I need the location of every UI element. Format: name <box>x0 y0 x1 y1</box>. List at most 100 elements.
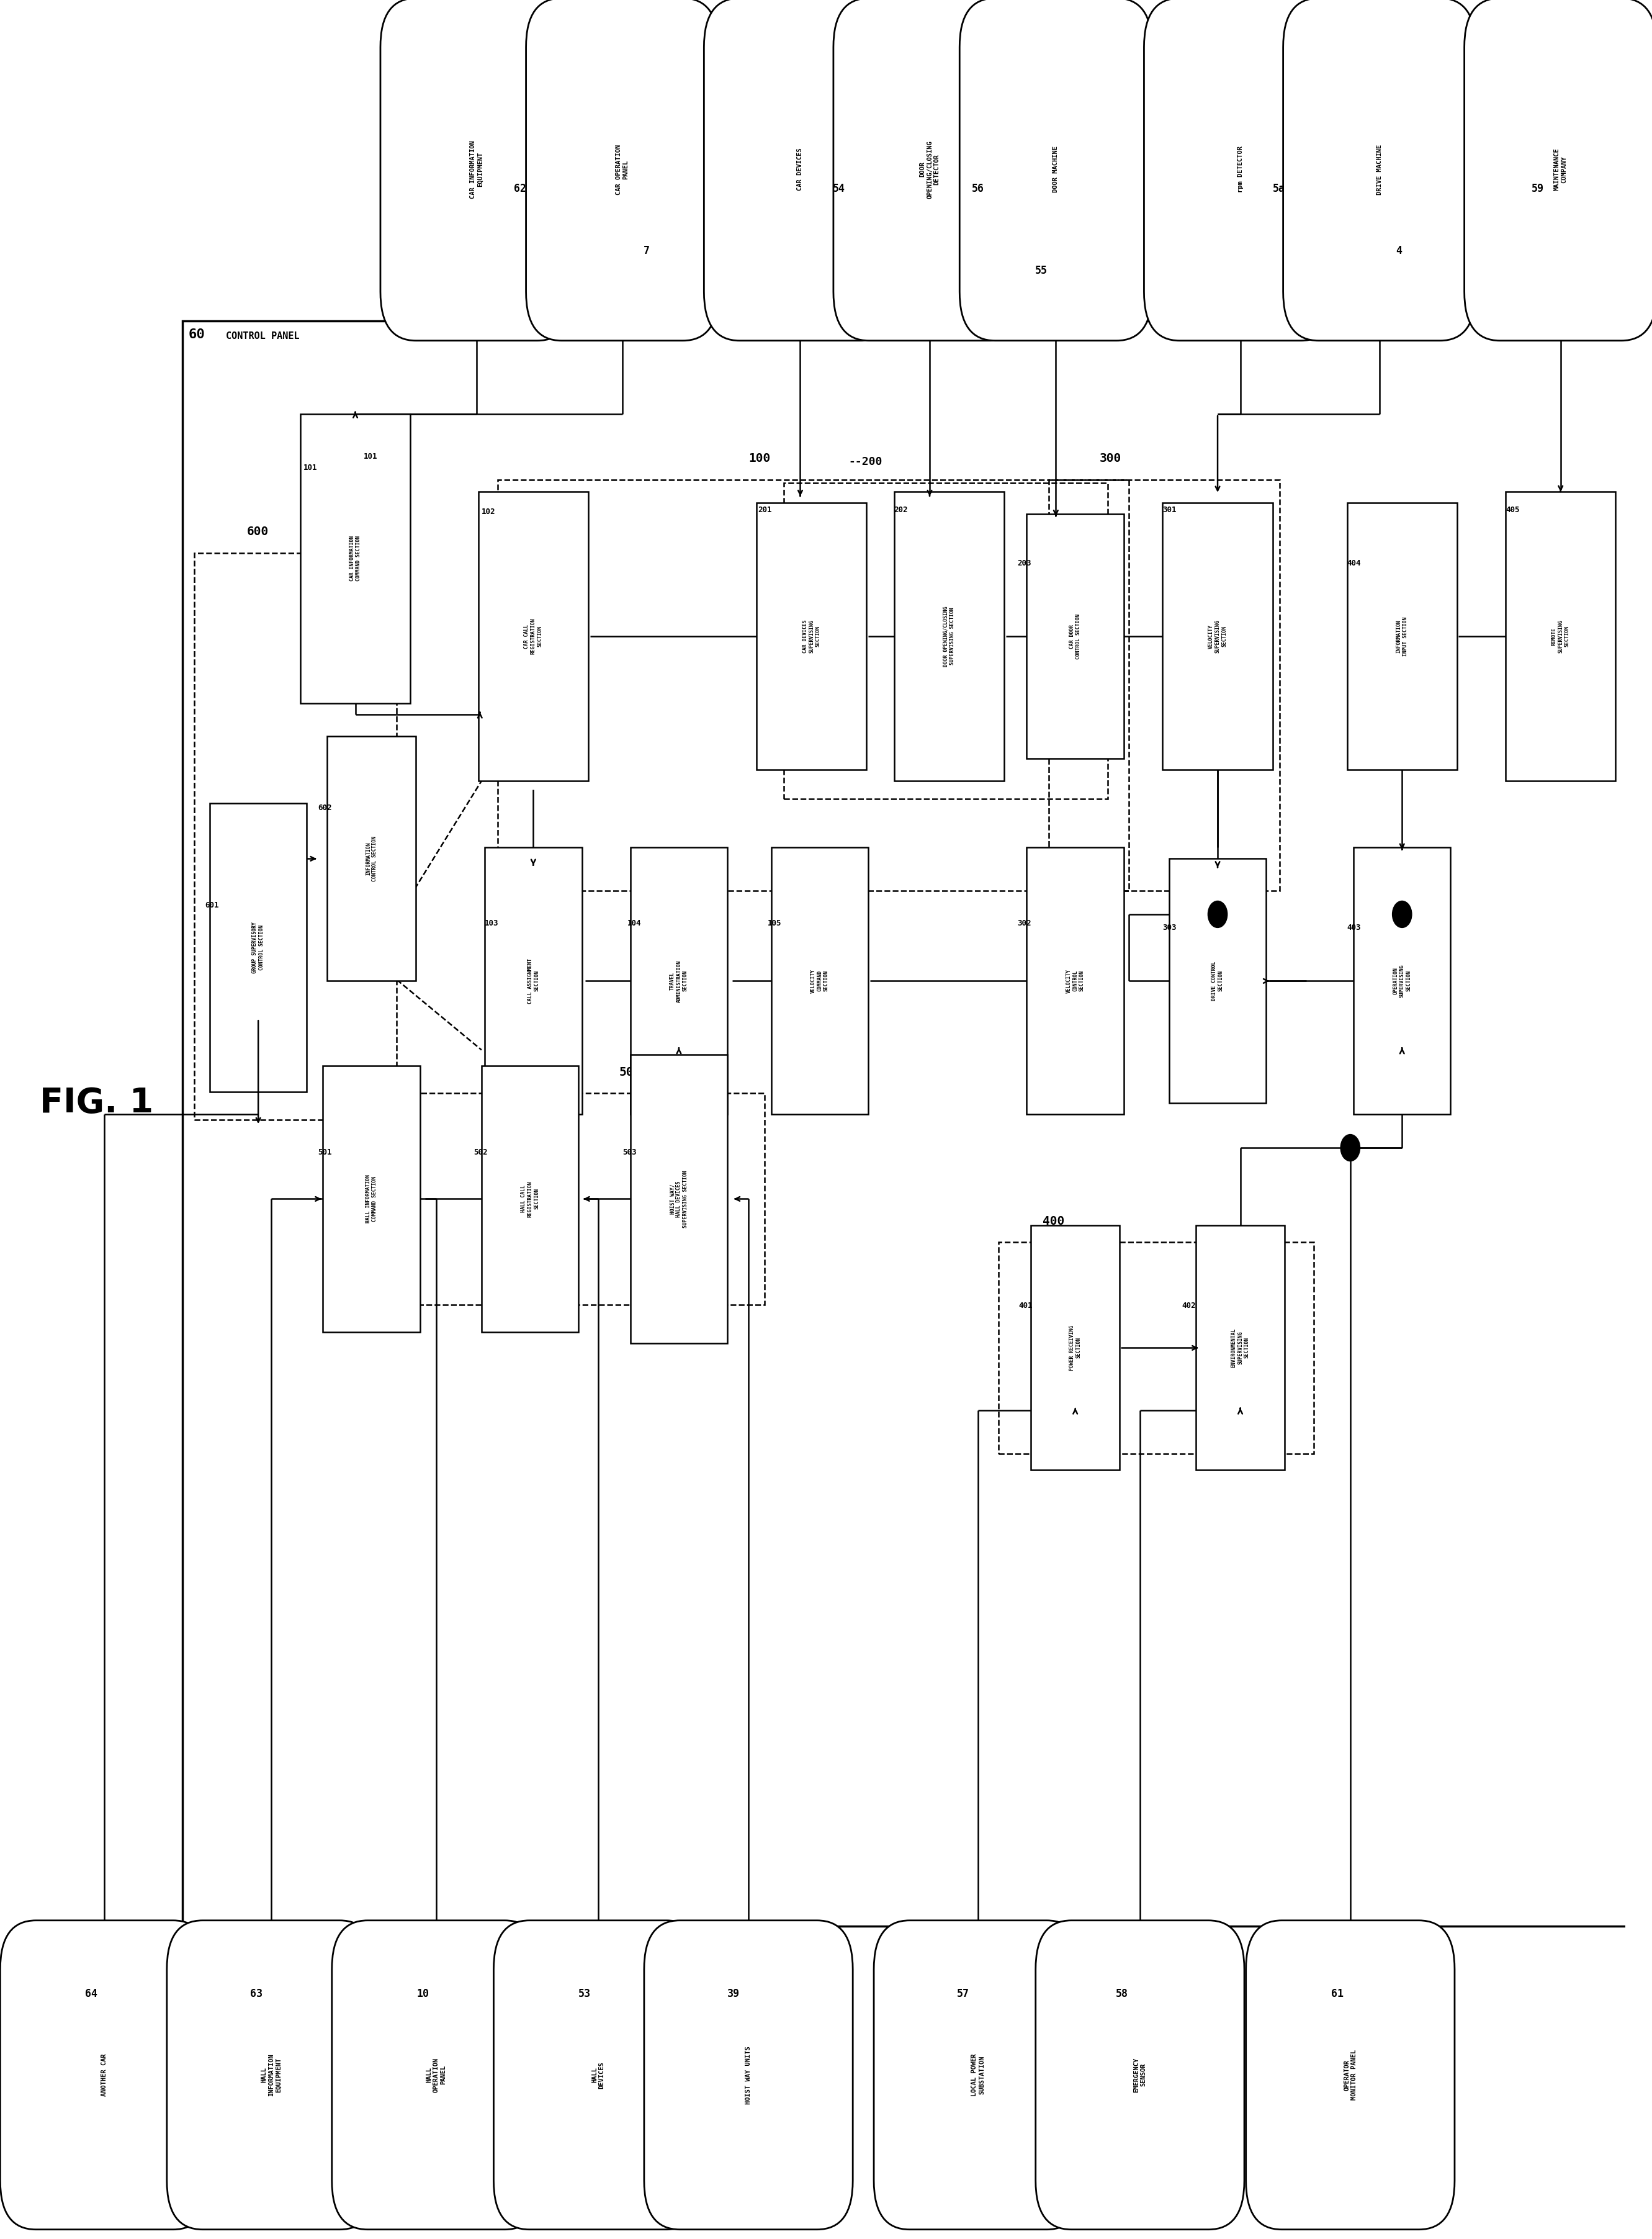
FancyBboxPatch shape <box>874 1921 1082 2230</box>
Text: LOCAL POWER
SUBSTATION: LOCAL POWER SUBSTATION <box>971 2053 985 2096</box>
Text: rpm DETECTOR: rpm DETECTOR <box>1237 146 1244 193</box>
Text: DOOR
OPENING/CLOSING
DETECTOR: DOOR OPENING/CLOSING DETECTOR <box>920 141 940 199</box>
Bar <box>479 493 588 781</box>
Text: 102: 102 <box>481 508 496 515</box>
Bar <box>905 1948 1237 2196</box>
Bar <box>497 479 1128 891</box>
Bar <box>195 553 396 1120</box>
Text: 402: 402 <box>1183 1301 1196 1310</box>
Bar <box>1488 18 1634 307</box>
Circle shape <box>1393 900 1412 927</box>
Text: ENVIRONMENTAL
SUPERVISING
SECTION: ENVIRONMENTAL SUPERVISING SECTION <box>1231 1328 1249 1368</box>
Text: 58: 58 <box>1115 1988 1128 1999</box>
Bar <box>484 849 582 1115</box>
Circle shape <box>1340 1135 1360 1162</box>
Text: HALL
INFORMATION
EQUIPMENT: HALL INFORMATION EQUIPMENT <box>261 2053 281 2096</box>
Text: DRIVE MACHINE: DRIVE MACHINE <box>1376 143 1383 195</box>
Text: 53: 53 <box>578 1988 591 1999</box>
Text: HALL
OPERATION
PANEL: HALL OPERATION PANEL <box>426 2058 446 2093</box>
Text: HOIST WAY/
HALL DEVICES
SUPERVISING SECTION: HOIST WAY/ HALL DEVICES SUPERVISING SECT… <box>669 1171 689 1227</box>
Text: 39: 39 <box>727 1988 740 1999</box>
Text: 300: 300 <box>1100 452 1122 463</box>
FancyBboxPatch shape <box>833 0 1026 340</box>
Text: VELOCITY
COMMAND
SECTION: VELOCITY COMMAND SECTION <box>811 969 829 994</box>
Bar <box>757 504 867 770</box>
Bar <box>1353 849 1450 1115</box>
FancyBboxPatch shape <box>960 0 1151 340</box>
Text: 602: 602 <box>319 804 332 813</box>
Text: 56: 56 <box>971 184 985 195</box>
Text: HALL INFORMATION
COMMAND SECTION: HALL INFORMATION COMMAND SECTION <box>365 1175 378 1222</box>
Bar <box>20 1948 833 2196</box>
FancyBboxPatch shape <box>644 1921 852 2230</box>
Text: HOIST WAY UNITS: HOIST WAY UNITS <box>745 2046 752 2105</box>
Text: 405: 405 <box>1505 506 1520 513</box>
Text: 4: 4 <box>1396 246 1403 257</box>
Text: OPERATOR
MONITOR PANEL: OPERATOR MONITOR PANEL <box>1343 2049 1356 2100</box>
Bar <box>1505 493 1616 781</box>
Bar <box>322 1066 420 1332</box>
Text: --200: --200 <box>849 457 882 468</box>
Circle shape <box>1208 900 1227 927</box>
Text: REMOTE
SUPERVISING
SECTION: REMOTE SUPERVISING SECTION <box>1551 620 1569 654</box>
Text: EMERGENCY
SENSOR: EMERGENCY SENSOR <box>1133 2058 1146 2093</box>
Bar <box>182 320 1634 1926</box>
Text: 7: 7 <box>643 246 649 257</box>
Text: 501: 501 <box>319 1149 332 1155</box>
Bar <box>344 1093 765 1305</box>
Text: TRAVEL
ADMINISTRATION
SECTION: TRAVEL ADMINISTRATION SECTION <box>669 961 689 1003</box>
Text: 502: 502 <box>474 1149 487 1155</box>
Text: 100: 100 <box>748 452 770 463</box>
Bar <box>1346 504 1457 770</box>
Text: 104: 104 <box>628 920 641 927</box>
FancyBboxPatch shape <box>1143 0 1336 340</box>
Bar <box>1026 515 1123 759</box>
Bar <box>771 849 869 1115</box>
Text: 62: 62 <box>514 184 527 195</box>
Text: 403: 403 <box>1346 925 1361 931</box>
Text: 105: 105 <box>768 920 781 927</box>
Text: POWER RECEIVING
SECTION: POWER RECEIVING SECTION <box>1069 1325 1082 1370</box>
Text: INFORMATION
INPUT SECTION: INFORMATION INPUT SECTION <box>1396 616 1408 656</box>
Text: DOOR MACHINE: DOOR MACHINE <box>1052 146 1059 193</box>
Text: OPERATION
SUPERVISING
SECTION: OPERATION SUPERVISING SECTION <box>1393 965 1411 999</box>
Text: 503: 503 <box>623 1149 636 1155</box>
Text: 401: 401 <box>1019 1301 1032 1310</box>
Bar <box>1163 504 1272 770</box>
FancyBboxPatch shape <box>1246 1921 1455 2230</box>
Text: CAR CALL
REGISTRATION
SECTION: CAR CALL REGISTRATION SECTION <box>524 618 542 654</box>
Text: 601: 601 <box>205 902 218 909</box>
FancyBboxPatch shape <box>494 1921 702 2230</box>
Text: 301: 301 <box>1163 506 1176 513</box>
Text: 54: 54 <box>833 184 844 195</box>
Bar <box>1269 1948 1439 2196</box>
Text: 404: 404 <box>1346 560 1361 566</box>
Text: 64: 64 <box>86 1988 97 1999</box>
Bar <box>727 18 1140 307</box>
Text: 400: 400 <box>1042 1216 1066 1227</box>
Bar <box>481 1066 578 1332</box>
Bar <box>1026 849 1123 1115</box>
Bar <box>894 493 1004 781</box>
FancyBboxPatch shape <box>1284 0 1475 340</box>
Text: 61: 61 <box>1332 1988 1343 1999</box>
Text: MAINTENANCE
COMPANY: MAINTENANCE COMPANY <box>1555 148 1568 190</box>
Text: 10: 10 <box>416 1988 430 1999</box>
Bar <box>1165 18 1464 307</box>
Text: 101: 101 <box>363 452 377 461</box>
Text: 101: 101 <box>304 463 317 472</box>
Bar <box>210 804 307 1093</box>
FancyBboxPatch shape <box>332 1921 540 2230</box>
FancyBboxPatch shape <box>525 0 719 340</box>
Text: 500: 500 <box>620 1066 641 1077</box>
Text: CAR OPERATION
PANEL: CAR OPERATION PANEL <box>616 143 629 195</box>
FancyBboxPatch shape <box>1464 0 1652 340</box>
Bar <box>631 1055 727 1343</box>
FancyBboxPatch shape <box>704 0 897 340</box>
Text: VELOCITY
SUPERVISING
SECTION: VELOCITY SUPERVISING SECTION <box>1208 620 1227 654</box>
Bar <box>785 484 1107 799</box>
Text: 303: 303 <box>1163 925 1176 931</box>
Bar <box>1170 860 1265 1104</box>
Text: 103: 103 <box>484 920 499 927</box>
Text: CALL ASSIGNMENT
SECTION: CALL ASSIGNMENT SECTION <box>527 958 539 1003</box>
